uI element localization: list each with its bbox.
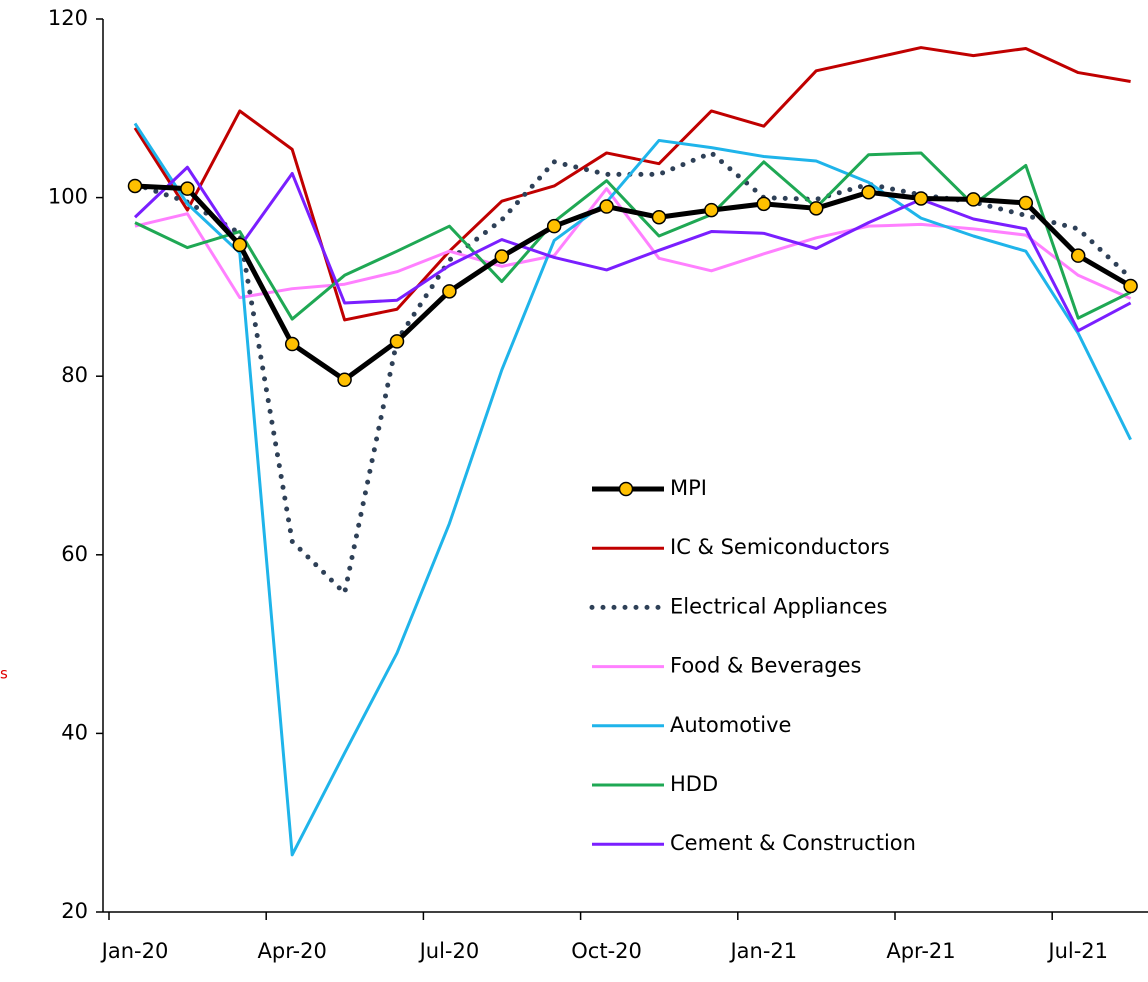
y-tick-label: 100 (48, 185, 88, 209)
point-marker (966, 192, 981, 207)
point-marker (1123, 278, 1138, 294)
x-tick-label: Jan-20 (100, 939, 169, 963)
series-line (133, 122, 1132, 857)
x-tick-label: Apr-21 (886, 939, 955, 963)
point-marker (704, 202, 719, 218)
series-line (134, 183, 1132, 383)
legend-label: Food & Beverages (670, 654, 861, 678)
legend-label: Automotive (670, 713, 791, 737)
x-tick-label: Jul-21 (1046, 939, 1108, 963)
x-tick-label: Apr-20 (258, 939, 327, 963)
annotation: s (0, 665, 8, 683)
point-marker (284, 336, 300, 352)
point-marker (546, 218, 562, 234)
series-line (133, 46, 1131, 322)
point-marker (913, 191, 929, 206)
point-marker (808, 201, 824, 216)
y-tick-label: 80 (61, 363, 88, 387)
point-marker (180, 181, 195, 196)
point-marker (651, 209, 667, 225)
y-tick-label: 20 (61, 899, 88, 923)
point-marker (1070, 248, 1086, 263)
point-marker (599, 199, 614, 214)
point-marker (389, 334, 405, 349)
legend-label: Cement & Construction (670, 831, 916, 855)
x-tick-label: Oct-20 (571, 939, 642, 963)
x-tick-label: Jan-21 (728, 939, 797, 963)
point-marker (1018, 195, 1034, 211)
y-tick-label: 120 (48, 6, 88, 30)
series-line (133, 165, 1132, 333)
point-marker (232, 237, 248, 253)
point-marker (861, 184, 876, 200)
legend-marker (618, 481, 634, 497)
x-tick-label: Jul-20 (418, 939, 480, 963)
legend-label: Electrical Appliances (670, 594, 887, 618)
y-tick-label: 60 (61, 542, 88, 566)
y-tick-label: 40 (61, 720, 88, 744)
series-line (134, 151, 1132, 321)
point-marker (337, 372, 352, 388)
point-marker (494, 249, 510, 264)
legend-label: IC & Semiconductors (670, 535, 890, 559)
series-line (132, 150, 1134, 596)
series-line (134, 187, 1132, 300)
legend-label: HDD (670, 772, 718, 796)
point-marker (756, 196, 772, 212)
point-marker (127, 178, 143, 194)
legend-label: MPI (670, 476, 707, 500)
point-marker (442, 284, 457, 299)
